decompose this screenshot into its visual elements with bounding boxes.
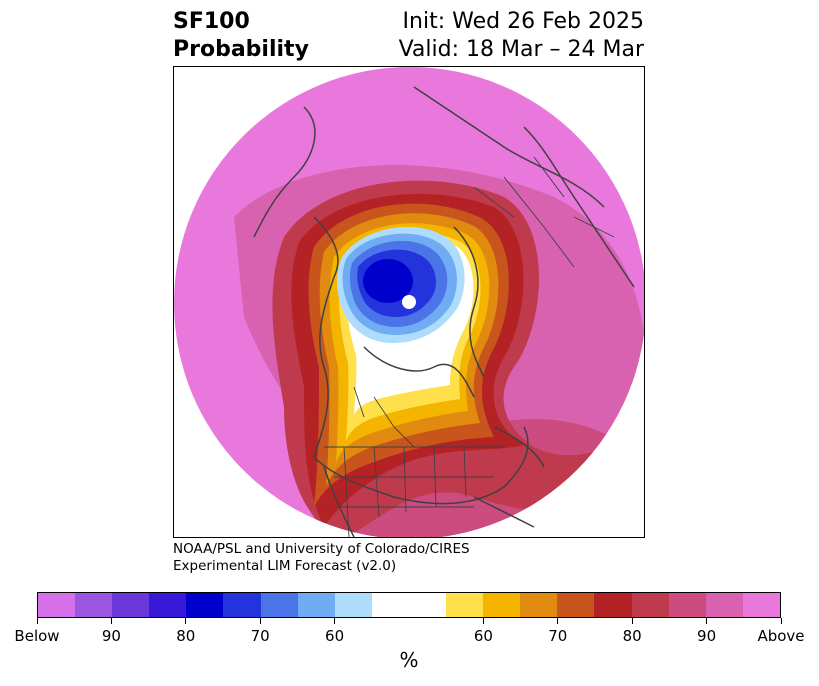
colorbar-tick-mark [780,618,782,624]
colorbar-segment [334,593,372,617]
credit-line-1: NOAA/PSL and University of Colorado/CIRE… [173,541,470,557]
colorbar-segment [149,593,187,617]
colorbar-tick-mark [110,618,112,624]
colorbar-tick-label: 90 [697,627,717,645]
colorbar-tick-mark [482,618,484,624]
init-date: Init: Wed 26 Feb 2025 [402,9,644,34]
polar-map-svg [174,67,644,537]
colorbar-segment [260,593,298,617]
colorbar [37,592,781,618]
colorbar-tick-label: Below [14,627,60,645]
colorbar-tick-label: Above [757,627,805,645]
colorbar-tick-mark [557,618,559,624]
colorbar-tick-label: 60 [325,627,345,645]
colorbar-segment [38,593,76,617]
colorbar-segment [594,593,632,617]
colorbar-tick-mark [36,618,38,624]
colorbar-tick-label: 70 [548,627,568,645]
colorbar-segment [446,593,484,617]
colorbar-unit: % [399,648,419,672]
colorbar-segment [75,593,113,617]
colorbar-segment [631,593,669,617]
colorbar-tick-mark [185,618,187,624]
colorbar-tick-mark [334,618,336,624]
colorbar-segment [483,593,521,617]
colorbar-tick-mark [706,618,708,624]
colorbar-tick-mark [631,618,633,624]
political-borders [324,156,615,537]
colorbar-tick-label: 90 [101,627,121,645]
probability-field [174,67,644,537]
colorbar-tick-mark [259,618,261,624]
valid-range: Valid: 18 Mar – 24 Mar [398,37,644,62]
colorbar-segment [557,593,595,617]
coastlines [253,86,635,537]
forecast-map [173,66,645,538]
colorbar-segment [408,593,447,617]
colorbar-segment [742,593,780,617]
colorbar-segment [705,593,743,617]
chart-title: SF100 Probability [173,8,309,64]
colorbar-segment [297,593,335,617]
colorbar-segment [186,593,224,617]
credit-line-2: Experimental LIM Forecast (v2.0) [173,558,397,574]
credit-text: NOAA/PSL and University of Colorado/CIRE… [173,541,470,575]
colorbar-tick-label: 80 [622,627,642,645]
variable-name: SF100 [173,9,250,34]
colorbar-tick-label: 80 [176,627,196,645]
colorbar-segment [371,593,409,617]
variable-subtitle: Probability [173,37,309,62]
colorbar-segment [520,593,558,617]
colorbar-tick-label: 70 [250,627,270,645]
colorbar-tick-label: 60 [473,627,493,645]
colorbar-segment [668,593,706,617]
colorbar-segment [223,593,261,617]
forecast-dates: Init: Wed 26 Feb 2025 Valid: 18 Mar – 24… [399,8,644,64]
colorbar-segment [112,593,150,617]
